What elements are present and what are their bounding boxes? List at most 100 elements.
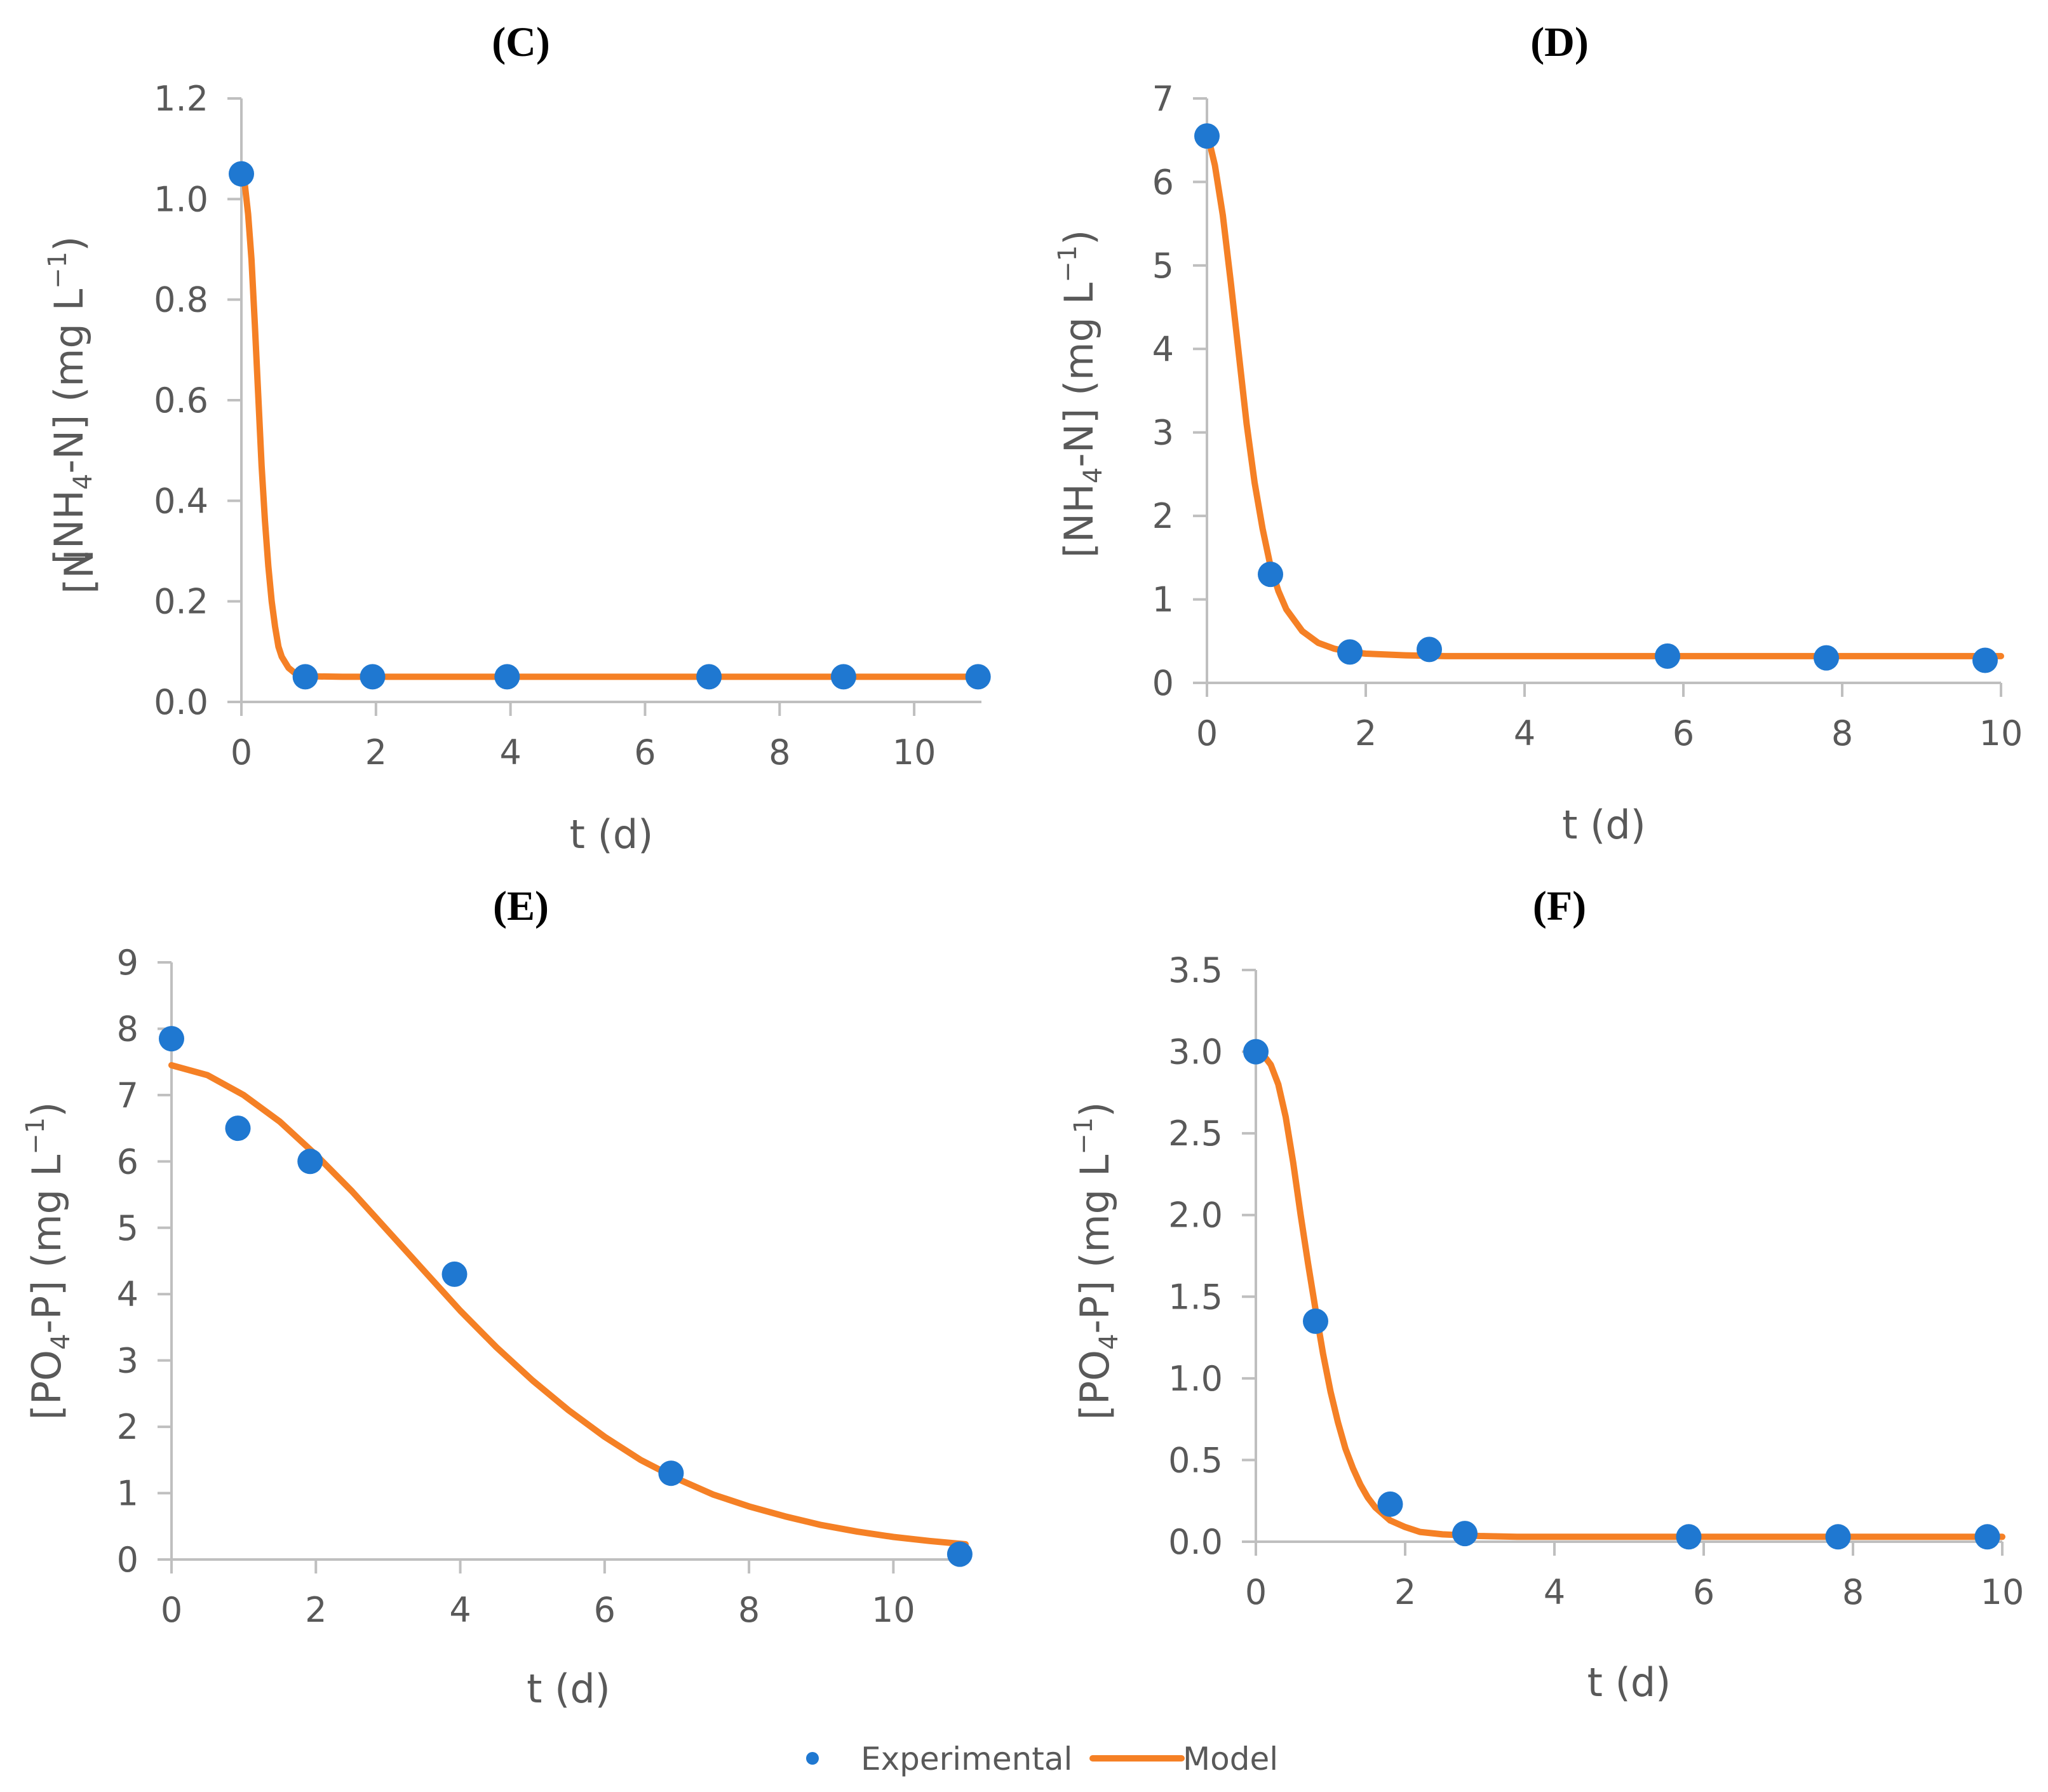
chart-panels: (C)0.00.20.40.60.81.01.20 2 4 6 8 10t (d)[NH4… xyxy=(21,19,2024,1712)
y-tick-label: 0 xyxy=(117,1540,138,1580)
experimental-point xyxy=(1417,637,1442,663)
y-tick-label: 1.0 xyxy=(1168,1359,1223,1399)
experimental-point xyxy=(1377,1491,1403,1517)
y-tick-label: 0.8 xyxy=(154,280,208,320)
y-tick-label: 0 xyxy=(1152,663,1174,703)
x-tick-label: 6 xyxy=(594,1590,616,1630)
x-tick-label: 10 xyxy=(1979,713,2023,753)
y-tick-label: 6 xyxy=(117,1142,138,1182)
y-tick-label: 1.0 xyxy=(154,179,208,219)
chart-panel-c: (C) 0.0 0.2 0.4 0.6 0.8 1.0 1.2 0 2 4 6 8 10 t (d) [NH4… xyxy=(43,19,991,858)
x-tick-label: 4 xyxy=(499,732,521,772)
experimental-point xyxy=(225,1115,251,1142)
experimental-point xyxy=(1972,647,1998,673)
experimental-point xyxy=(229,161,254,187)
x-tick-label: 0 xyxy=(1245,1572,1267,1612)
y-tick-label: 5 xyxy=(1152,246,1174,286)
experimental-point xyxy=(1337,639,1363,665)
experimental-point xyxy=(1676,1524,1702,1550)
legend: Experimental Model xyxy=(806,1741,1278,1777)
experimental-point xyxy=(1452,1521,1478,1547)
experimental-point xyxy=(830,664,856,690)
experimental-point xyxy=(441,1261,468,1287)
x-tick-label: 4 xyxy=(449,1590,471,1630)
model-line xyxy=(1253,1048,2005,1540)
legend-experimental-label: Experimental xyxy=(861,1741,1072,1777)
y-tick-label: 6 xyxy=(1152,162,1174,202)
experimental-point xyxy=(1303,1308,1328,1334)
experimental-point xyxy=(1974,1524,2000,1550)
y-axis-label: [NH4-N] (mg L−1) xyxy=(1053,230,1108,558)
model-line xyxy=(168,1061,969,1547)
experimental-point xyxy=(1243,1039,1269,1065)
legend-experimental-marker xyxy=(806,1752,819,1765)
x-axis-label: t (d) xyxy=(570,811,654,858)
x-tick-label: 2 xyxy=(365,732,387,772)
y-tick-label: 3 xyxy=(1152,413,1174,453)
experimental-point xyxy=(1814,645,1839,671)
x-tick-label: 8 xyxy=(1842,1572,1864,1612)
y-tick-label: 1.2 xyxy=(154,79,208,119)
panel-title: (D) xyxy=(1530,19,1589,65)
panel-title: (F) xyxy=(1533,883,1586,929)
y-tick-label: 1 xyxy=(117,1474,138,1514)
y-tick-label: 4 xyxy=(117,1274,138,1314)
y-tick-label: 3 xyxy=(117,1341,138,1381)
x-tick-label: 10 xyxy=(872,1590,915,1630)
x-tick-label: 0 xyxy=(231,732,252,772)
experimental-point xyxy=(658,1460,684,1486)
chart-panel-f: (F) 0.0 0.5 1.0 1.5 2.0 2.5 3.0 3.5 0 2 4 6 8 10 t (d) [… xyxy=(1069,883,2024,1706)
x-tick-label: 0 xyxy=(161,1590,182,1630)
y-tick-label: 9 xyxy=(117,943,138,983)
x-tick-label: 0 xyxy=(1196,713,1218,753)
x-tick-label: 6 xyxy=(634,732,656,772)
y-tick-label: 4 xyxy=(1152,329,1174,369)
x-tick-label: 4 xyxy=(1544,1572,1565,1612)
y-tick-label: 3.5 xyxy=(1168,950,1223,990)
x-tick-label: 8 xyxy=(1831,713,1853,753)
x-tick-label: 2 xyxy=(1355,713,1377,753)
y-axis-label: [PO4-P] (mg L−1) xyxy=(1069,1102,1124,1420)
y-axis-label: [NH4-N] (mg L−1) xyxy=(43,236,98,565)
y-tick-label: 0.0 xyxy=(154,682,208,722)
x-axis-label: t (d) xyxy=(1562,802,1646,848)
y-tick-label: 5 xyxy=(117,1208,138,1248)
y-tick-label: 0.0 xyxy=(1168,1522,1223,1562)
experimental-point xyxy=(297,1149,323,1175)
experimental-point xyxy=(292,664,318,690)
experimental-point xyxy=(947,1541,973,1567)
chart-panel-e: (E) 0 1 2 3 4 5 6 7 8 9 0 2 4 6 8 10 t (d) [PO4-P] (mg L−1… xyxy=(21,883,973,1712)
y-axis-label-fragment: [N xyxy=(56,549,102,594)
y-tick-label: 2.0 xyxy=(1168,1196,1223,1236)
y-tick-label: 3.0 xyxy=(1168,1032,1223,1072)
x-tick-label: 6 xyxy=(1693,1572,1715,1612)
experimental-point xyxy=(1655,643,1680,669)
y-tick-label: 7 xyxy=(117,1075,138,1115)
panel-title: (C) xyxy=(492,19,550,65)
x-axis-label: t (d) xyxy=(527,1666,610,1712)
x-tick-label: 10 xyxy=(1981,1572,2024,1612)
x-tick-label: 2 xyxy=(305,1590,327,1630)
panel-title: (E) xyxy=(493,883,549,929)
x-tick-label: 8 xyxy=(769,732,790,772)
experimental-point xyxy=(1194,123,1220,149)
experimental-point xyxy=(1258,562,1283,588)
experimental-point xyxy=(1825,1524,1851,1550)
experimental-point xyxy=(494,664,520,690)
y-tick-label: 2 xyxy=(1152,496,1174,536)
y-tick-label: 1 xyxy=(1152,580,1174,620)
x-tick-label: 8 xyxy=(738,1590,760,1630)
x-tick-label: 10 xyxy=(893,732,936,772)
y-tick-label: 0.6 xyxy=(154,381,208,421)
y-tick-label: 0.5 xyxy=(1168,1440,1223,1480)
x-axis-label: t (d) xyxy=(1587,1659,1671,1706)
x-tick-label: 6 xyxy=(1673,713,1694,753)
y-tick-label: 1.5 xyxy=(1168,1277,1223,1317)
legend-model-label: Model xyxy=(1183,1741,1278,1777)
experimental-point xyxy=(159,1026,184,1052)
model-line xyxy=(1204,128,2004,659)
x-tick-label: 4 xyxy=(1514,713,1535,753)
y-tick-label: 8 xyxy=(117,1009,138,1049)
y-tick-label: 0.4 xyxy=(154,481,208,521)
